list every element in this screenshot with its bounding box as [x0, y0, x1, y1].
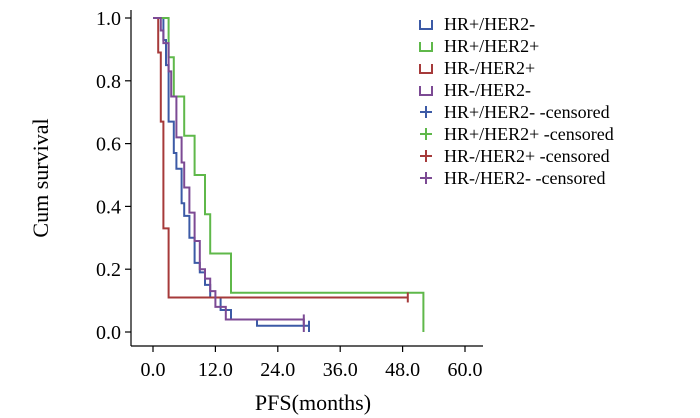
y-axis-title: Cum survival — [28, 118, 53, 237]
legend-label: HR+/HER2- — [444, 14, 535, 34]
x-tick-label: 0.0 — [141, 359, 166, 381]
legend-label: HR+/HER2+ -censored — [444, 124, 614, 144]
x-axis-title: PFS(months) — [255, 390, 371, 415]
legend-label: HR-/HER2- — [444, 80, 531, 100]
y-tick-label: 0.6 — [96, 134, 121, 156]
y-tick-label: 0.2 — [96, 259, 121, 281]
x-tick-label: 60.0 — [448, 359, 483, 381]
legend-label: HR-/HER2+ -censored — [444, 146, 610, 166]
series-line-2 — [153, 17, 425, 332]
y-tick-label: 1.0 — [96, 8, 121, 30]
x-tick-label: 36.0 — [323, 359, 358, 381]
legend-line-swatch — [419, 64, 433, 74]
y-tick-label: 0.0 — [96, 322, 121, 344]
legend-line-swatch — [419, 42, 433, 52]
legend-line-swatch — [419, 86, 433, 96]
y-tick-label: 0.4 — [96, 196, 121, 218]
legend-line-swatch — [419, 20, 433, 30]
series-line-4 — [153, 17, 305, 332]
legend-label: HR+/HER2- -censored — [444, 102, 610, 122]
legend: HR+/HER2-HR+/HER2+HR-/HER2+HR-/HER2-HR+/… — [419, 14, 614, 188]
ticks: 0.0 12.0 24.0 36.0 48.0 60.0 0.0 0.2 0.4 0.6 0.8 1.… — [96, 8, 483, 381]
axes — [130, 10, 483, 347]
legend-label: HR-/HER2- -censored — [444, 168, 605, 188]
x-tick-label: 24.0 — [260, 359, 295, 381]
series-line-1 — [153, 17, 310, 332]
series-line-3 — [153, 17, 408, 299]
x-tick-label: 48.0 — [385, 359, 420, 381]
series-layer — [153, 17, 425, 332]
legend-label: HR+/HER2+ — [444, 36, 539, 56]
x-tick-label: 12.0 — [198, 359, 233, 381]
legend-label: HR-/HER2+ — [444, 58, 535, 78]
y-tick-label: 0.8 — [96, 71, 121, 93]
